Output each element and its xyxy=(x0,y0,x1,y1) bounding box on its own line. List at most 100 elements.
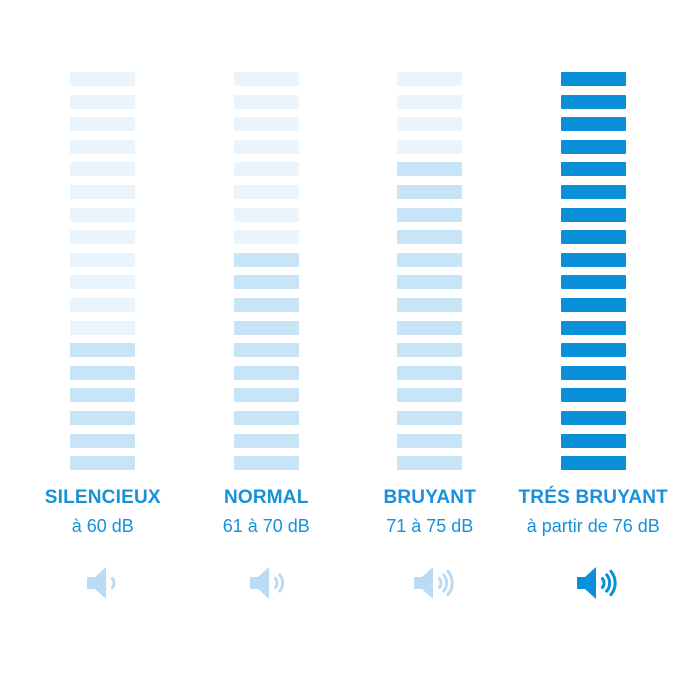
volume-bar xyxy=(560,297,626,312)
volume-bars xyxy=(233,72,299,471)
volume-bar xyxy=(70,388,136,403)
volume-bar xyxy=(560,184,626,199)
sound-wave xyxy=(609,569,617,597)
range-label: 61 à 70 dB xyxy=(222,516,310,537)
volume-bar xyxy=(560,320,626,335)
volume-bar xyxy=(560,456,626,471)
volume-bar xyxy=(560,343,626,358)
sound-wave xyxy=(441,573,448,593)
volume-bar xyxy=(397,433,463,448)
volume-bar xyxy=(560,410,626,425)
volume-bar xyxy=(397,94,463,109)
volume-bar xyxy=(233,94,299,109)
volume-bar xyxy=(70,72,136,86)
volume-bar xyxy=(233,252,299,267)
volume-bars xyxy=(560,72,626,471)
noise-column-tres-bruyant: TRÉS BRUYANT à partir de 76 dB xyxy=(512,0,676,700)
volume-bar xyxy=(397,230,463,245)
volume-bar xyxy=(233,343,299,358)
volume-bar xyxy=(397,365,463,380)
sound-wave xyxy=(274,577,279,590)
volume-bar xyxy=(233,117,299,132)
volume-bar xyxy=(397,456,463,471)
sound-wave xyxy=(601,577,606,590)
volume-bar xyxy=(233,365,299,380)
speaker-body xyxy=(413,567,433,600)
volume-bar xyxy=(560,365,626,380)
noise-column-normal: NORMAL 61 à 70 dB xyxy=(185,0,349,700)
speaker-icon xyxy=(86,567,116,600)
volume-bar xyxy=(397,139,463,154)
volume-bar xyxy=(397,297,463,312)
volume-bar xyxy=(70,139,136,154)
speaker-body xyxy=(250,567,270,600)
speaker-body xyxy=(86,567,106,600)
volume-bar xyxy=(233,184,299,199)
sound-wave xyxy=(446,569,454,597)
volume-bar xyxy=(397,320,463,335)
category-label: TRÉS BRUYANT xyxy=(518,487,668,509)
volume-bar xyxy=(70,117,136,132)
volume-bar xyxy=(560,207,626,222)
volume-bar xyxy=(560,94,626,109)
volume-bar xyxy=(560,72,626,86)
sound-wave xyxy=(110,577,116,590)
noise-column-silencieux: SILENCIEUX à 60 dB xyxy=(21,0,185,700)
volume-bar xyxy=(233,410,299,425)
volume-bars xyxy=(397,72,463,471)
volume-bar xyxy=(233,297,299,312)
volume-bar xyxy=(70,94,136,109)
volume-bar xyxy=(233,388,299,403)
speaker-icon-wrap xyxy=(247,564,293,604)
volume-bar xyxy=(397,117,463,132)
speaker-icon-wrap xyxy=(574,564,620,604)
volume-bar xyxy=(560,252,626,267)
volume-bar xyxy=(70,343,136,358)
volume-bar xyxy=(70,297,136,312)
volume-bar xyxy=(233,162,299,177)
volume-bar xyxy=(233,320,299,335)
sound-wave xyxy=(278,573,285,593)
volume-bar xyxy=(397,72,463,86)
volume-bar xyxy=(233,230,299,245)
volume-bar xyxy=(70,207,136,222)
volume-bars xyxy=(70,72,136,471)
volume-bar xyxy=(233,433,299,448)
category-label: NORMAL xyxy=(223,487,309,509)
volume-bar xyxy=(70,252,136,267)
volume-bar xyxy=(560,162,626,177)
volume-bar xyxy=(70,456,136,471)
volume-bar xyxy=(233,456,299,471)
range-label: à partir de 76 dB xyxy=(526,516,660,537)
volume-bar xyxy=(70,275,136,290)
volume-bar xyxy=(70,365,136,380)
range-label: 71 à 75 dB xyxy=(386,516,474,537)
speaker-icon xyxy=(250,567,285,600)
volume-bar xyxy=(397,207,463,222)
sound-wave xyxy=(605,573,612,593)
volume-bar xyxy=(70,184,136,199)
category-label: BRUYANT xyxy=(383,487,477,509)
volume-bar xyxy=(70,230,136,245)
noise-level-chart: SILENCIEUX à 60 dB NORMAL 61 à 70 dB BRU… xyxy=(21,0,675,700)
volume-bar xyxy=(397,343,463,358)
category-label: SILENCIEUX xyxy=(44,487,161,509)
volume-bar xyxy=(560,388,626,403)
speaker-icon-wrap xyxy=(411,564,457,604)
sound-wave xyxy=(437,577,443,590)
range-label: à 60 dB xyxy=(71,516,134,537)
volume-bar xyxy=(70,410,136,425)
volume-bar xyxy=(560,433,626,448)
volume-bar xyxy=(233,139,299,154)
speaker-icon xyxy=(413,567,454,600)
speaker-body xyxy=(577,567,597,600)
volume-bar xyxy=(560,275,626,290)
volume-bar xyxy=(70,433,136,448)
volume-bar xyxy=(397,252,463,267)
volume-bar xyxy=(70,162,136,177)
volume-bar xyxy=(233,72,299,86)
volume-bar xyxy=(233,275,299,290)
volume-bar xyxy=(560,230,626,245)
volume-bar xyxy=(560,139,626,154)
